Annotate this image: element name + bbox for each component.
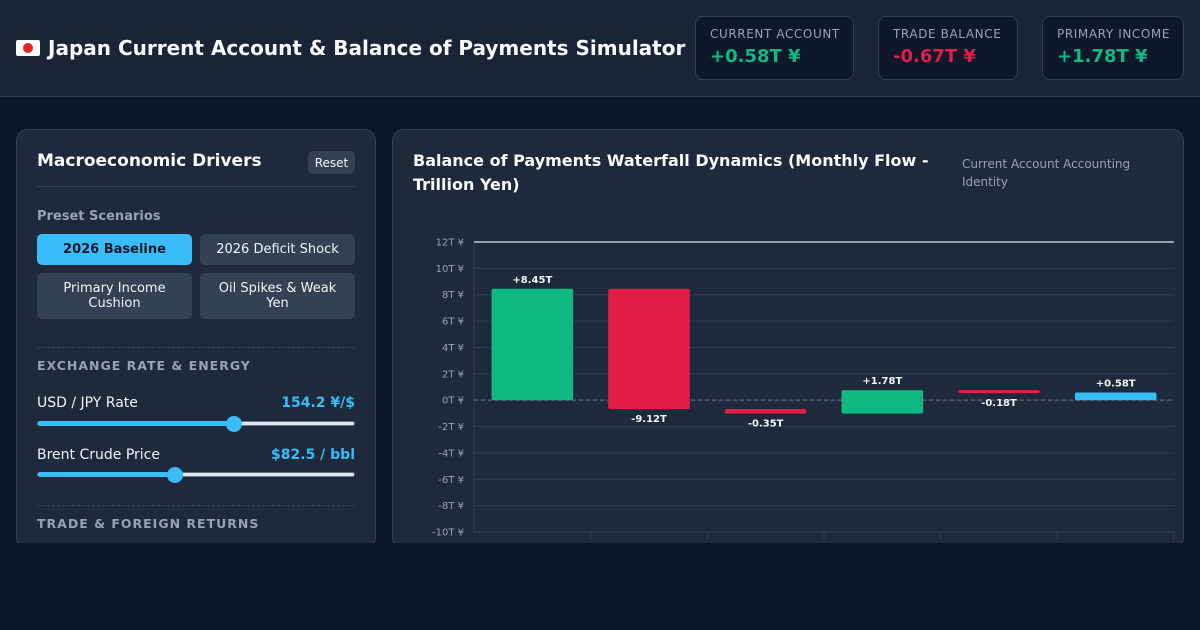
bar-value-label: -0.18T: [981, 398, 1017, 409]
accounting-identity-note: Current Account Accounting Identity: [962, 157, 1131, 189]
bar-value-label: +1.78T: [862, 376, 902, 387]
chart-title: Balance of Payments Waterfall Dynamics (…: [413, 151, 929, 194]
kpi-trade-balance: TRADE BALANCE -0.67T ¥: [878, 16, 1018, 80]
app-header: Japan Current Account & Balance of Payme…: [0, 0, 1200, 97]
y-tick-label: 2T ¥: [442, 369, 464, 380]
chart-panel: Balance of Payments Waterfall Dynamics (…: [392, 129, 1184, 549]
section-trade-foreign-returns: TRADE & FOREIGN RETURNS: [37, 516, 260, 531]
slider-fill: [38, 472, 176, 477]
waterfall-bar: [724, 409, 807, 414]
japan-flag-icon: [16, 40, 40, 56]
kpi-value: -0.67T ¥: [893, 46, 976, 67]
reset-button[interactable]: Reset: [308, 151, 355, 174]
slider-thumb[interactable]: [167, 467, 184, 483]
y-tick-label: -6T ¥: [438, 475, 464, 486]
page-background: [0, 543, 1200, 630]
divider: [37, 186, 355, 187]
y-tick-label: 0T ¥: [442, 396, 464, 407]
preset-primary-income-cushion[interactable]: Primary Income Cushion: [37, 273, 192, 319]
kpi-label: CURRENT ACCOUNT: [710, 27, 840, 41]
bar-value-label: +8.45T: [512, 275, 552, 286]
waterfall-bar: [1074, 392, 1157, 401]
waterfall-bar: [958, 390, 1040, 394]
preset-2026-baseline[interactable]: 2026 Baseline: [37, 234, 192, 265]
bar-value-label: -9.12T: [631, 414, 667, 425]
presets-label: Preset Scenarios: [37, 209, 161, 224]
y-tick-label: -4T ¥: [438, 448, 464, 459]
preset-oil-spikes-weak-yen[interactable]: Oil Spikes & Weak Yen: [200, 273, 355, 319]
kpi-value: +1.78T ¥: [1057, 46, 1148, 67]
preset-2026-deficit-shock[interactable]: 2026 Deficit Shock: [200, 234, 355, 265]
y-tick-label: 10T ¥: [436, 264, 464, 275]
bar-value-label: -0.35T: [748, 419, 784, 430]
y-tick-label: 8T ¥: [442, 290, 464, 301]
brent-crude-slider[interactable]: [37, 467, 355, 483]
section-exchange-energy: EXCHANGE RATE & ENERGY: [37, 358, 251, 373]
kpi-value: +0.58T ¥: [710, 46, 801, 67]
y-tick-label: 6T ¥: [442, 317, 464, 328]
usd-jpy-value: 154.2 ¥/$: [281, 395, 355, 411]
slider-fill: [38, 421, 234, 426]
divider: [37, 505, 355, 506]
kpi-label: TRADE BALANCE: [893, 27, 1002, 41]
y-tick-label: 12T ¥: [436, 238, 464, 249]
waterfall-bar: [608, 288, 690, 410]
app-title: Japan Current Account & Balance of Payme…: [48, 36, 686, 60]
y-tick-label: -2T ¥: [438, 422, 464, 433]
y-tick-label: -10T ¥: [432, 528, 464, 539]
waterfall-bar: [491, 288, 574, 401]
waterfall-bar: [841, 390, 924, 414]
controls-title: Macroeconomic Drivers: [37, 151, 262, 171]
controls-panel: Macroeconomic Drivers Reset Preset Scena…: [16, 129, 376, 549]
y-tick-label: -8T ¥: [438, 501, 464, 512]
kpi-primary-income: PRIMARY INCOME +1.78T ¥: [1042, 16, 1184, 80]
bar-value-label: +0.58T: [1096, 379, 1136, 390]
divider: [37, 347, 355, 348]
slider-thumb[interactable]: [225, 416, 242, 432]
kpi-current-account: CURRENT ACCOUNT +0.58T ¥: [695, 16, 854, 80]
usd-jpy-slider[interactable]: [37, 416, 355, 432]
brent-crude-value: $82.5 / bbl: [271, 447, 355, 463]
y-tick-label: 4T ¥: [442, 343, 464, 354]
kpi-label: PRIMARY INCOME: [1057, 27, 1171, 41]
usd-jpy-label: USD / JPY Rate: [37, 395, 138, 411]
waterfall-chart: 12T ¥ 10T ¥ 8T ¥ 6T ¥ 4T ¥ 2T ¥ 0T ¥ -2T ¥ -4T ¥…: [432, 238, 1175, 540]
brent-crude-label: Brent Crude Price: [37, 447, 160, 463]
